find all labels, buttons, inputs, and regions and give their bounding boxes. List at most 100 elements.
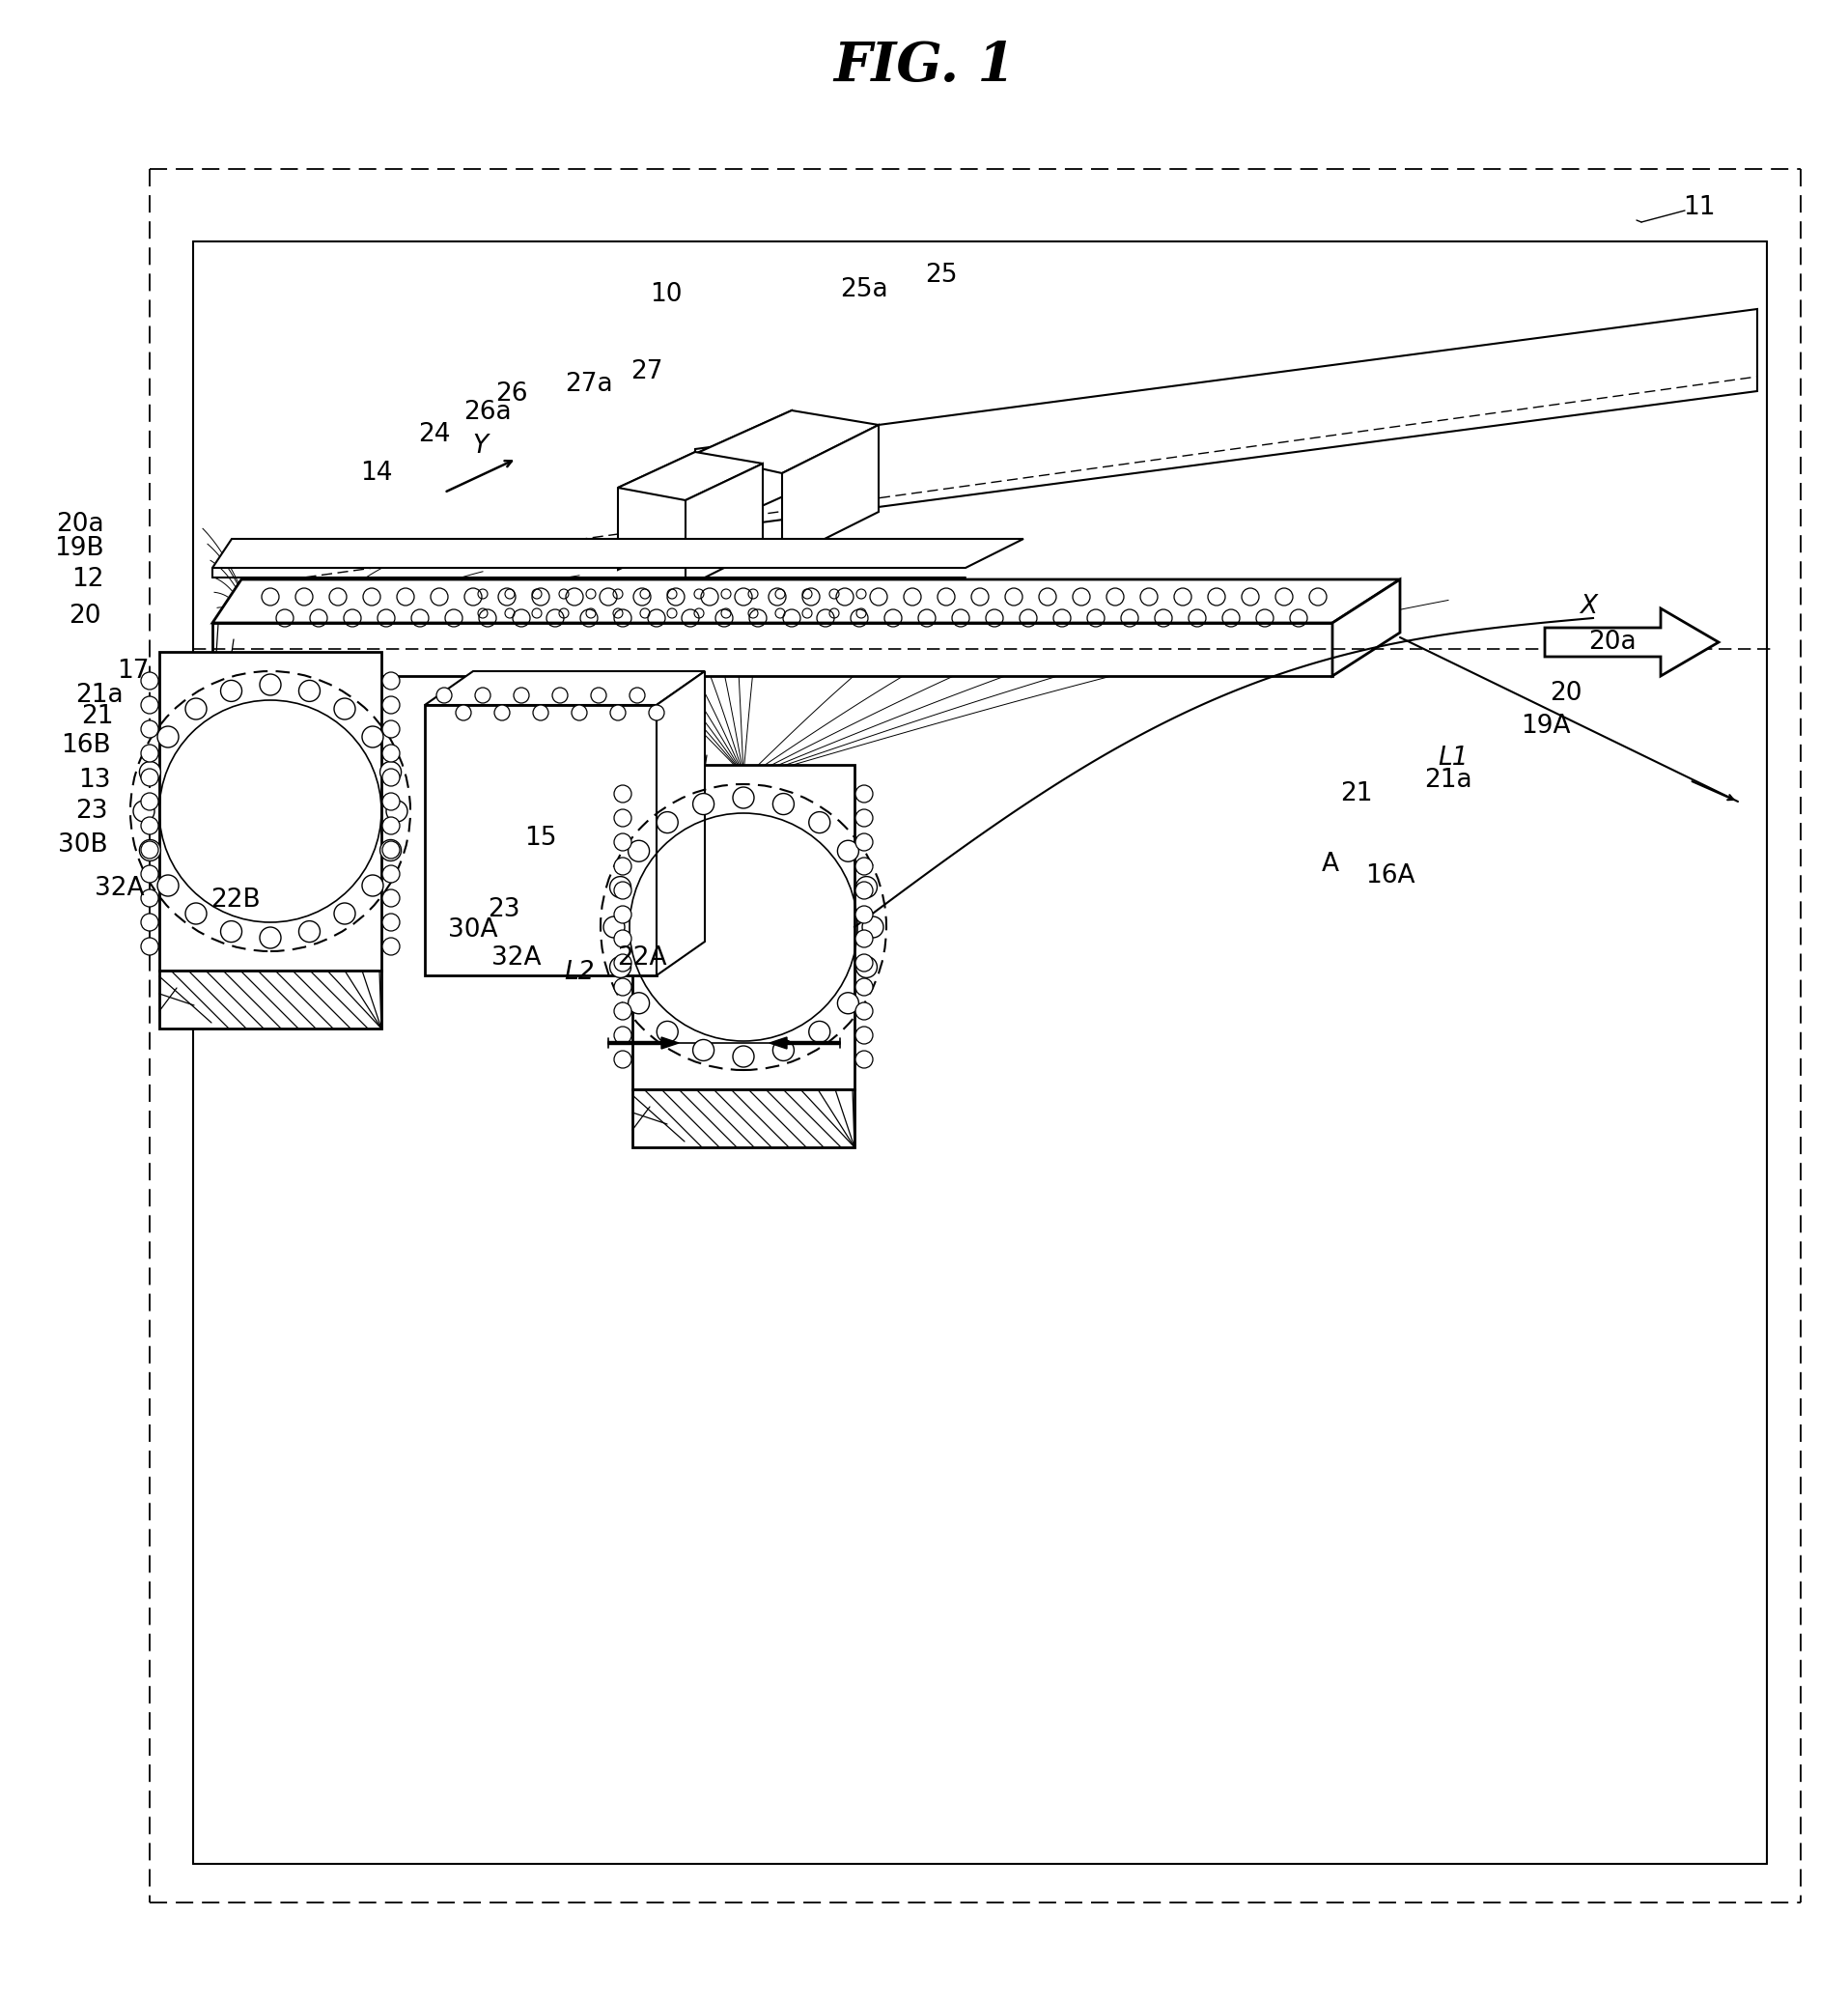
Circle shape xyxy=(656,1021,678,1043)
Text: 22A: 22A xyxy=(617,944,667,970)
Text: 19B: 19B xyxy=(54,536,103,560)
Circle shape xyxy=(772,794,793,814)
Circle shape xyxy=(185,902,207,924)
Text: 17: 17 xyxy=(116,658,150,684)
Circle shape xyxy=(808,812,830,832)
Circle shape xyxy=(140,864,159,882)
Circle shape xyxy=(856,954,872,972)
Circle shape xyxy=(856,978,872,996)
Text: 21a: 21a xyxy=(1423,768,1471,792)
Text: 11: 11 xyxy=(1682,194,1715,220)
Circle shape xyxy=(856,956,876,978)
Circle shape xyxy=(334,698,355,720)
Circle shape xyxy=(628,992,649,1015)
Circle shape xyxy=(140,792,159,810)
Circle shape xyxy=(362,874,383,896)
Circle shape xyxy=(299,920,320,942)
Circle shape xyxy=(140,744,159,762)
Text: 13: 13 xyxy=(79,768,111,792)
Circle shape xyxy=(140,938,159,954)
Text: 30B: 30B xyxy=(59,832,107,858)
Circle shape xyxy=(614,784,632,802)
Circle shape xyxy=(856,834,872,850)
Text: 27a: 27a xyxy=(565,372,612,396)
Text: 20: 20 xyxy=(1549,680,1582,706)
Text: L1: L1 xyxy=(1438,746,1467,770)
Polygon shape xyxy=(695,308,1756,530)
Polygon shape xyxy=(213,580,1399,622)
Text: 27: 27 xyxy=(630,360,663,384)
Polygon shape xyxy=(1332,580,1399,676)
Circle shape xyxy=(614,858,632,874)
Circle shape xyxy=(553,688,567,702)
Text: 14: 14 xyxy=(360,460,392,486)
Circle shape xyxy=(383,672,399,690)
Circle shape xyxy=(514,688,529,702)
Text: L2: L2 xyxy=(564,960,595,984)
Circle shape xyxy=(139,762,161,782)
Text: 21: 21 xyxy=(81,704,115,728)
Circle shape xyxy=(383,840,399,858)
Circle shape xyxy=(299,680,320,702)
Text: A: A xyxy=(1321,852,1338,876)
FancyArrow shape xyxy=(769,1037,839,1049)
Circle shape xyxy=(861,916,883,938)
Text: 20a: 20a xyxy=(55,512,103,536)
Circle shape xyxy=(383,914,399,930)
Circle shape xyxy=(383,696,399,714)
Polygon shape xyxy=(695,410,878,472)
Polygon shape xyxy=(617,452,695,570)
Polygon shape xyxy=(425,704,656,974)
Polygon shape xyxy=(213,538,1024,568)
Circle shape xyxy=(493,704,510,720)
Circle shape xyxy=(732,786,754,808)
Polygon shape xyxy=(216,844,323,876)
Text: FIG. 1: FIG. 1 xyxy=(833,40,1015,92)
Polygon shape xyxy=(213,622,1332,676)
Text: 26: 26 xyxy=(495,382,529,406)
Circle shape xyxy=(259,674,281,694)
Circle shape xyxy=(140,914,159,930)
Circle shape xyxy=(383,768,399,786)
Circle shape xyxy=(140,768,159,786)
Text: 30A: 30A xyxy=(447,916,497,942)
Circle shape xyxy=(591,688,606,702)
Circle shape xyxy=(732,1047,754,1067)
Polygon shape xyxy=(782,424,878,560)
Circle shape xyxy=(383,720,399,738)
Circle shape xyxy=(856,882,872,898)
Circle shape xyxy=(808,1021,830,1043)
Circle shape xyxy=(656,812,678,832)
Text: 19A: 19A xyxy=(1519,714,1569,738)
Circle shape xyxy=(436,688,451,702)
Circle shape xyxy=(614,808,632,826)
Circle shape xyxy=(532,704,549,720)
Text: 20a: 20a xyxy=(1587,630,1635,654)
Polygon shape xyxy=(632,1089,854,1147)
Polygon shape xyxy=(617,452,763,500)
Text: 10: 10 xyxy=(650,282,682,306)
Circle shape xyxy=(383,792,399,810)
Circle shape xyxy=(837,992,857,1015)
Circle shape xyxy=(614,930,632,946)
Circle shape xyxy=(381,762,401,782)
Circle shape xyxy=(475,688,490,702)
Circle shape xyxy=(856,784,872,802)
Text: 16B: 16B xyxy=(61,732,111,758)
Circle shape xyxy=(383,864,399,882)
Text: 16A: 16A xyxy=(1366,862,1414,888)
Circle shape xyxy=(610,876,630,898)
Circle shape xyxy=(334,902,355,924)
Circle shape xyxy=(220,680,242,702)
Polygon shape xyxy=(695,410,791,536)
Polygon shape xyxy=(676,860,811,994)
Circle shape xyxy=(772,1041,793,1061)
Circle shape xyxy=(693,794,713,814)
Polygon shape xyxy=(686,464,763,586)
Circle shape xyxy=(383,744,399,762)
Text: 32A: 32A xyxy=(492,944,541,970)
Circle shape xyxy=(837,840,857,862)
Circle shape xyxy=(856,1051,872,1069)
Polygon shape xyxy=(632,764,854,1089)
Circle shape xyxy=(610,704,625,720)
